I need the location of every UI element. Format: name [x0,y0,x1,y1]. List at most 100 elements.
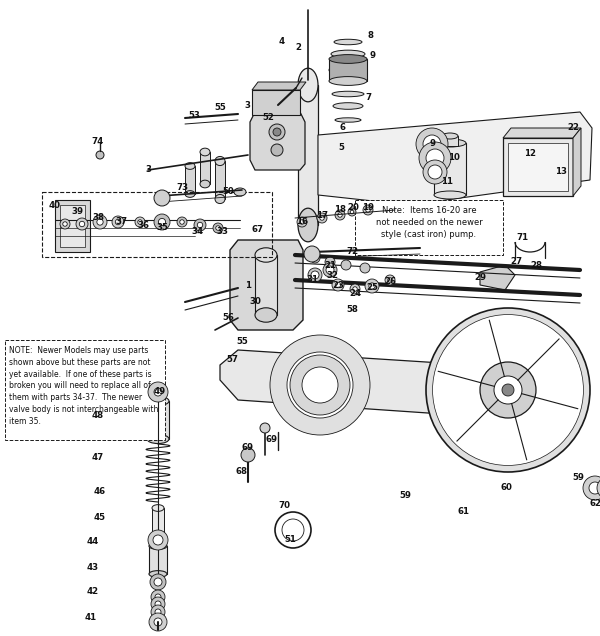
Text: Note:  Items 16-20 are
not needed on the newer
style (cast iron) pump.: Note: Items 16-20 are not needed on the … [376,206,482,238]
Circle shape [325,257,335,267]
Text: 33: 33 [216,228,228,237]
Polygon shape [480,265,515,290]
Text: 52: 52 [262,113,274,123]
Circle shape [332,279,344,291]
Circle shape [76,218,88,230]
Circle shape [335,210,345,220]
Text: 25: 25 [366,284,378,293]
Text: 56: 56 [222,314,234,322]
Circle shape [216,226,220,230]
Circle shape [388,278,392,282]
Text: 20: 20 [347,202,359,212]
Circle shape [304,246,320,262]
Text: 6: 6 [340,123,346,132]
Text: 35: 35 [156,223,168,233]
Circle shape [158,218,166,226]
Circle shape [155,609,161,615]
Text: 10: 10 [448,153,460,163]
Circle shape [326,266,334,274]
Text: 61: 61 [457,508,469,516]
Text: 24: 24 [349,289,361,298]
Ellipse shape [200,148,210,156]
Text: 55: 55 [236,338,248,347]
Circle shape [308,268,322,282]
Text: 38: 38 [92,214,104,223]
Text: 19: 19 [362,202,374,212]
Text: 2: 2 [295,43,301,53]
Text: 69: 69 [266,436,278,445]
Circle shape [154,388,162,396]
Text: 68: 68 [236,467,248,476]
Ellipse shape [335,118,361,122]
Circle shape [290,355,350,415]
Text: 13: 13 [555,167,567,176]
Bar [152,508,164,536]
Text: 70: 70 [278,502,290,511]
Circle shape [138,220,142,225]
Circle shape [148,530,168,550]
Circle shape [287,352,353,418]
Ellipse shape [298,208,318,242]
Ellipse shape [185,163,195,169]
Circle shape [154,618,162,626]
Circle shape [416,128,448,160]
Circle shape [96,151,104,159]
Text: 9: 9 [429,139,435,148]
Text: 58: 58 [346,305,358,314]
Circle shape [63,222,67,226]
Polygon shape [252,82,306,90]
Bar [503,138,573,196]
Polygon shape [573,128,581,196]
Bar [329,59,367,81]
Circle shape [323,263,337,277]
Text: 59: 59 [399,490,411,499]
Text: 57: 57 [226,356,238,364]
Text: 27: 27 [510,258,522,266]
Text: 45: 45 [94,513,106,523]
Text: 34: 34 [192,228,204,237]
Circle shape [60,219,70,229]
Text: 32: 32 [326,270,338,279]
Circle shape [194,219,206,231]
Circle shape [180,220,184,225]
Bar [442,136,458,146]
Bar [215,161,225,199]
Circle shape [151,590,165,604]
Ellipse shape [215,156,225,165]
Text: 37: 37 [116,218,128,226]
Polygon shape [220,350,540,420]
Bar [200,152,210,184]
Circle shape [426,149,444,167]
Circle shape [425,151,439,165]
Circle shape [311,271,319,279]
Ellipse shape [329,55,367,64]
Ellipse shape [329,76,367,85]
Circle shape [148,382,168,402]
Text: 51: 51 [284,536,296,544]
Circle shape [213,223,223,233]
Circle shape [502,384,514,396]
Circle shape [241,448,255,462]
Circle shape [151,597,165,611]
Ellipse shape [332,91,364,97]
Circle shape [135,217,145,227]
Circle shape [153,535,163,545]
Circle shape [154,190,170,206]
Text: 49: 49 [154,387,166,396]
Circle shape [273,128,281,136]
Circle shape [419,142,451,174]
Circle shape [366,208,370,212]
Text: 4: 4 [279,38,285,46]
Polygon shape [230,240,303,330]
Circle shape [302,367,338,403]
Circle shape [480,362,536,418]
Text: 42: 42 [87,588,99,597]
Circle shape [350,211,354,214]
Polygon shape [250,112,305,170]
Text: 60: 60 [500,483,512,492]
Text: 62: 62 [590,499,600,509]
Circle shape [271,144,283,156]
Circle shape [589,482,600,494]
Circle shape [494,376,522,404]
Text: 41: 41 [85,614,97,623]
